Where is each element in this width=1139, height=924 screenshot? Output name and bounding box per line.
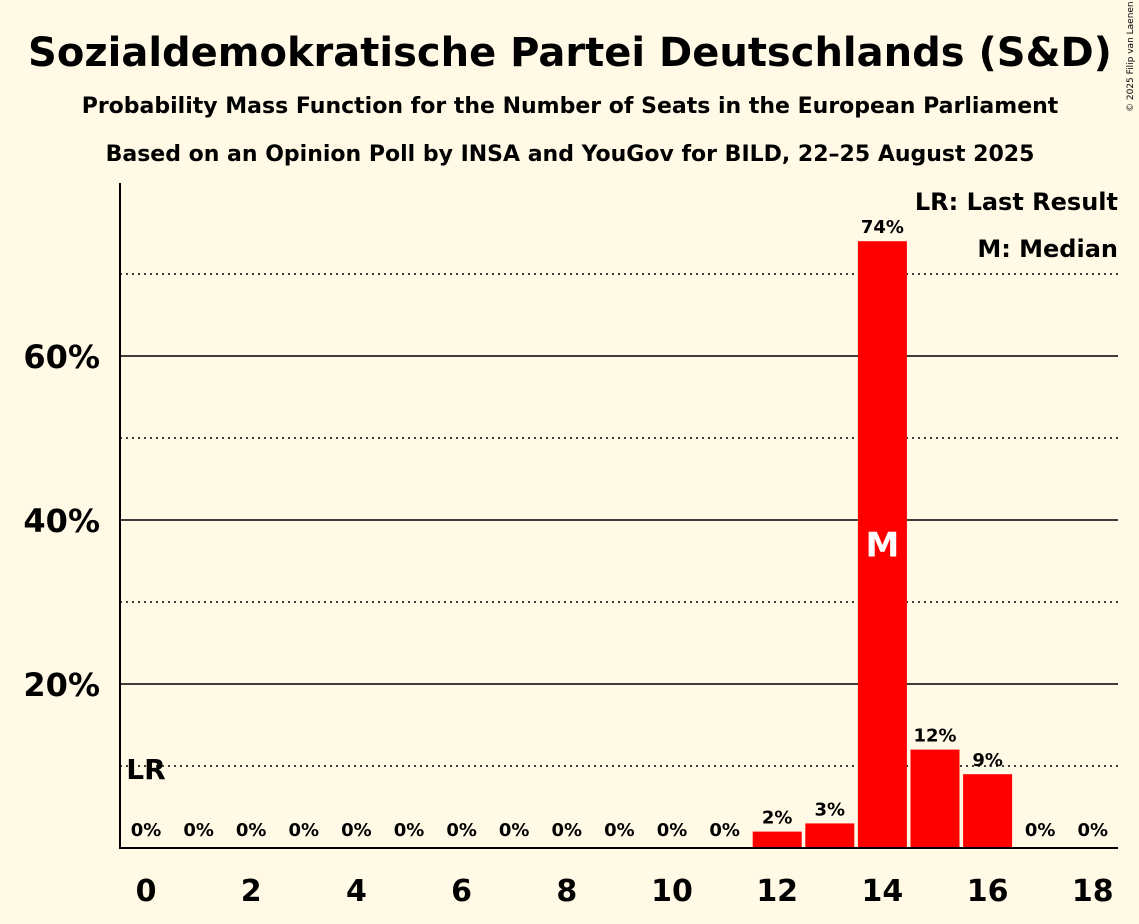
legend-last-result: LR: Last Result xyxy=(915,188,1118,216)
bar xyxy=(963,774,1013,848)
legend-median: M: Median xyxy=(977,235,1118,263)
bar-value-label: 9% xyxy=(972,750,1003,771)
last-result-marker: LR xyxy=(126,753,165,786)
y-tick-label: 20% xyxy=(23,666,100,704)
chart-subtitle: Probability Mass Function for the Number… xyxy=(82,94,1059,119)
bar xyxy=(857,241,907,848)
bar-value-label: 0% xyxy=(1025,820,1056,841)
bar-value-label: 0% xyxy=(604,820,635,841)
x-tick-label: 16 xyxy=(967,874,1009,909)
bar-value-label: 0% xyxy=(446,820,477,841)
chart-title: Sozialdemokratische Partei Deutschlands … xyxy=(28,30,1112,76)
copyright-notice: © 2025 Filip van Laenen xyxy=(1126,1,1136,112)
bar-labels: 0% 0% 0% 0% 0% 0% 0% 0% 0% 0% 0% 0% 2% 3% 74% 12% 9% 0% 0%… xyxy=(126,217,1108,841)
axes: 20% 40% 60% 0 2 4 6 8 10 12 14 16 18 xyxy=(23,183,1118,909)
x-tick-label: 8 xyxy=(556,874,577,909)
x-tick-label: 18 xyxy=(1072,874,1114,909)
bars xyxy=(752,241,1013,848)
bar-value-label: 0% xyxy=(131,820,162,841)
bar-value-label: 0% xyxy=(1078,820,1109,841)
bar-value-label: 0% xyxy=(289,820,320,841)
bar-value-label: 12% xyxy=(913,726,956,747)
bar-value-label: 0% xyxy=(552,820,583,841)
x-tick-label: 0 xyxy=(136,874,157,909)
bar-value-label: 2% xyxy=(762,808,793,829)
bar-value-label: 0% xyxy=(499,820,530,841)
x-tick-label: 6 xyxy=(451,874,472,909)
y-tick-label: 40% xyxy=(23,502,100,540)
bar xyxy=(910,749,960,848)
bar-value-label: 0% xyxy=(394,820,425,841)
grid xyxy=(120,273,1118,767)
bar-value-label: 0% xyxy=(709,820,740,841)
bar-value-label: 3% xyxy=(815,799,846,820)
bar-value-label: 0% xyxy=(341,820,372,841)
chart-subtitle-poll: Based on an Opinion Poll by INSA and You… xyxy=(106,142,1035,167)
x-tick-label: 10 xyxy=(651,874,693,909)
x-tick-label: 14 xyxy=(862,874,904,909)
y-tick-label: 60% xyxy=(23,338,100,376)
x-tick-label: 12 xyxy=(756,874,798,909)
bar xyxy=(752,831,802,848)
median-marker: M xyxy=(865,526,899,566)
bar-value-label: 0% xyxy=(183,820,214,841)
bar-value-label: 0% xyxy=(236,820,267,841)
x-tick-label: 2 xyxy=(241,874,262,909)
bar-value-label: 0% xyxy=(657,820,688,841)
bar-value-label: 74% xyxy=(861,217,904,238)
bar xyxy=(805,823,855,848)
x-tick-label: 4 xyxy=(346,874,367,909)
